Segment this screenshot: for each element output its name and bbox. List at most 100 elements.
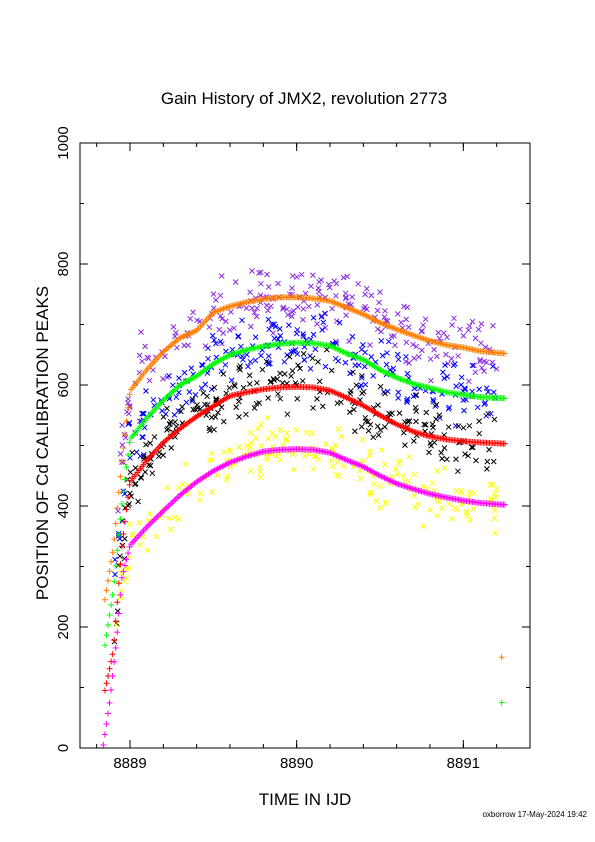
curve-point-1 <box>118 500 125 507</box>
scatter-point-6 <box>226 384 233 391</box>
scatter-point-6 <box>114 608 121 615</box>
curve-point-0 <box>105 577 112 584</box>
scatter-point-4 <box>349 294 355 300</box>
scatter-point-7 <box>209 489 216 495</box>
scatter-point-4 <box>469 318 476 325</box>
scatter-point-5 <box>485 389 491 395</box>
scatter-point-7 <box>214 472 221 479</box>
curve-point-1 <box>126 439 133 446</box>
curve-point-0 <box>103 587 110 594</box>
scatter-point-4 <box>418 347 425 354</box>
y-tick-label: 600 <box>55 372 72 397</box>
scatter-point-4 <box>434 353 440 360</box>
scatter-point-7 <box>255 425 261 432</box>
scatter-point-6 <box>433 416 439 423</box>
curve-point-3 <box>155 512 162 519</box>
scatter-point-6 <box>194 401 200 408</box>
scatter-point-4 <box>394 311 401 317</box>
scatter-point-7 <box>283 430 290 437</box>
scatter-point-4 <box>477 358 483 365</box>
scatter-point-4 <box>172 333 178 340</box>
scatter-point-4 <box>256 270 262 276</box>
curve-point-3 <box>123 556 130 563</box>
scatter-point-5 <box>395 389 402 396</box>
scatter-point-6 <box>413 408 420 414</box>
scatter-point-6 <box>465 452 471 459</box>
scatter-point-7 <box>257 468 263 475</box>
scatter-point-6 <box>192 406 199 413</box>
scatter-point-4 <box>314 321 320 327</box>
scatter-point-6 <box>286 353 293 360</box>
scatter-point-7 <box>367 448 373 455</box>
scatter-point-5 <box>384 350 390 356</box>
curve-point-2 <box>126 481 133 488</box>
scatter-point-5 <box>452 361 458 367</box>
scatter-point-4 <box>333 292 339 299</box>
scatter-point-6 <box>243 411 249 418</box>
scatter-point-4 <box>478 320 485 327</box>
scatter-point-5 <box>483 385 490 392</box>
scatter-point-4 <box>275 280 281 287</box>
scatter-point-5 <box>404 397 410 404</box>
scatter-point-4 <box>363 306 370 313</box>
scatter-point-7 <box>283 436 290 442</box>
scatter-point-6 <box>406 418 413 424</box>
curve-point-1 <box>105 622 112 629</box>
scatter-point-4 <box>322 324 329 331</box>
scatter-point-4 <box>391 333 397 339</box>
curve-point-3 <box>160 507 167 514</box>
scatter-point-5 <box>404 399 410 406</box>
scatter-point-6 <box>121 535 128 542</box>
scatter-point-4 <box>194 317 200 324</box>
scatter-point-7 <box>395 460 402 467</box>
scatter-point-4 <box>298 271 305 278</box>
scatter-point-7 <box>396 457 403 464</box>
scatter-point-7 <box>488 496 495 502</box>
curve-point-1 <box>103 632 110 639</box>
scatter-point-6 <box>427 440 434 446</box>
scatter-point-6 <box>129 449 136 456</box>
curve-point-2 <box>102 687 108 694</box>
scatter-point-6 <box>455 468 461 475</box>
scatter-point-5 <box>379 352 386 359</box>
scatter-point-7 <box>458 487 464 494</box>
scatter-point-4 <box>316 288 322 295</box>
scatter-point-5 <box>252 334 259 341</box>
scatter-point-4 <box>415 354 422 360</box>
scatter-point-4 <box>340 274 347 281</box>
scatter-point-5 <box>322 363 329 370</box>
scatter-point-6 <box>138 474 145 481</box>
curve-point-1 <box>169 388 176 395</box>
scatter-point-5 <box>140 410 147 417</box>
curve-point-0 <box>422 336 428 343</box>
scatter-point-7 <box>224 473 231 480</box>
scatter-point-6 <box>412 404 419 411</box>
curve-point-0 <box>114 504 121 511</box>
scatter-point-6 <box>277 395 284 402</box>
scatter-point-4 <box>173 329 179 336</box>
curve-point-0 <box>423 336 430 343</box>
scatter-point-6 <box>117 553 123 560</box>
scatter-point-5 <box>476 386 482 393</box>
scatter-point-6 <box>421 421 428 428</box>
scatter-point-6 <box>486 446 492 453</box>
scatter-point-7 <box>197 496 203 503</box>
curve-point-0 <box>111 536 118 543</box>
scatter-point-4 <box>343 294 349 301</box>
scatter-point-5 <box>368 353 375 360</box>
scatter-point-7 <box>429 480 436 486</box>
scatter-point-7 <box>182 461 189 467</box>
curve-point-0 <box>115 489 122 496</box>
scatter-point-7 <box>208 456 215 463</box>
curve-point-0 <box>502 350 508 357</box>
scatter-point-5 <box>222 361 229 368</box>
curve-point-3 <box>176 493 183 500</box>
scatter-point-5 <box>310 314 317 321</box>
scatter-point-7 <box>439 505 446 512</box>
scatter-point-7 <box>121 578 128 585</box>
scatter-point-5 <box>247 358 254 365</box>
scatter-point-4 <box>367 342 373 348</box>
scatter-point-7 <box>427 506 433 513</box>
scatter-point-6 <box>473 457 479 464</box>
scatter-point-5 <box>336 319 343 326</box>
